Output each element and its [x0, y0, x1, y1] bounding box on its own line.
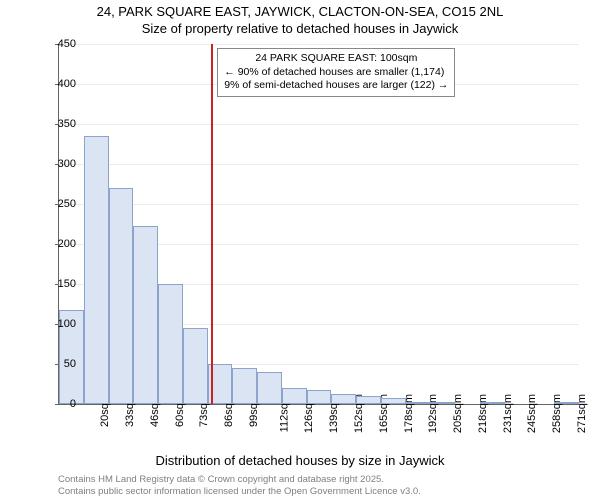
- chart-container: 24, PARK SQUARE EAST, JAYWICK, CLACTON-O…: [0, 0, 600, 500]
- plot-area: 20sqm33sqm46sqm60sqm73sqm86sqm99sqm112sq…: [58, 44, 579, 405]
- footer-attribution: Contains HM Land Registry data © Crown c…: [58, 474, 421, 498]
- xtick-label: 205sqm: [452, 394, 464, 433]
- gridline: [59, 164, 579, 165]
- ytick-label: 0: [46, 398, 76, 410]
- histogram-bar: [307, 390, 332, 404]
- histogram-bar: [232, 368, 257, 404]
- histogram-bar: [109, 188, 134, 404]
- xtick-label: 192sqm: [427, 394, 439, 433]
- chart-title-sub: Size of property relative to detached ho…: [0, 21, 600, 36]
- chart-title-main: 24, PARK SQUARE EAST, JAYWICK, CLACTON-O…: [0, 4, 600, 19]
- gridline: [59, 404, 579, 405]
- histogram-bar: [257, 372, 282, 404]
- histogram-bar: [381, 398, 406, 404]
- xtick-label: 271sqm: [576, 394, 588, 433]
- xtick-label: 258sqm: [551, 394, 563, 433]
- histogram-bar: [430, 402, 455, 404]
- annotation-line-1: 24 PARK SQUARE EAST: 100sqm: [224, 52, 448, 66]
- ytick-label: 150: [46, 278, 76, 290]
- footer-line-1: Contains HM Land Registry data © Crown c…: [58, 474, 421, 486]
- gridline: [59, 124, 579, 125]
- histogram-bar: [84, 136, 109, 404]
- ytick-label: 350: [46, 118, 76, 130]
- gridline: [59, 204, 579, 205]
- annotation-line-3: 9% of semi-detached houses are larger (1…: [224, 79, 448, 93]
- ytick-label: 450: [46, 38, 76, 50]
- ytick-label: 250: [46, 198, 76, 210]
- reference-line: [211, 44, 213, 404]
- xtick-label: 245sqm: [526, 394, 538, 433]
- histogram-bar: [554, 402, 579, 404]
- annotation-line-2: ← 90% of detached houses are smaller (1,…: [224, 66, 448, 80]
- histogram-bar: [406, 402, 431, 404]
- xtick-label: 231sqm: [502, 394, 514, 433]
- histogram-bar: [183, 328, 208, 404]
- ytick-label: 200: [46, 238, 76, 250]
- histogram-bar: [158, 284, 183, 404]
- x-axis-label: Distribution of detached houses by size …: [0, 453, 600, 468]
- histogram-bar: [356, 396, 381, 404]
- histogram-bar: [480, 402, 505, 404]
- ytick-label: 300: [46, 158, 76, 170]
- histogram-bar: [282, 388, 307, 404]
- footer-line-2: Contains public sector information licen…: [58, 486, 421, 498]
- annotation-box: 24 PARK SQUARE EAST: 100sqm← 90% of deta…: [217, 48, 455, 97]
- gridline: [59, 44, 579, 45]
- xtick-label: 218sqm: [477, 394, 489, 433]
- ytick-label: 50: [46, 358, 76, 370]
- ytick-label: 100: [46, 318, 76, 330]
- histogram-bar: [331, 394, 356, 404]
- ytick-label: 400: [46, 78, 76, 90]
- histogram-bar: [133, 226, 158, 404]
